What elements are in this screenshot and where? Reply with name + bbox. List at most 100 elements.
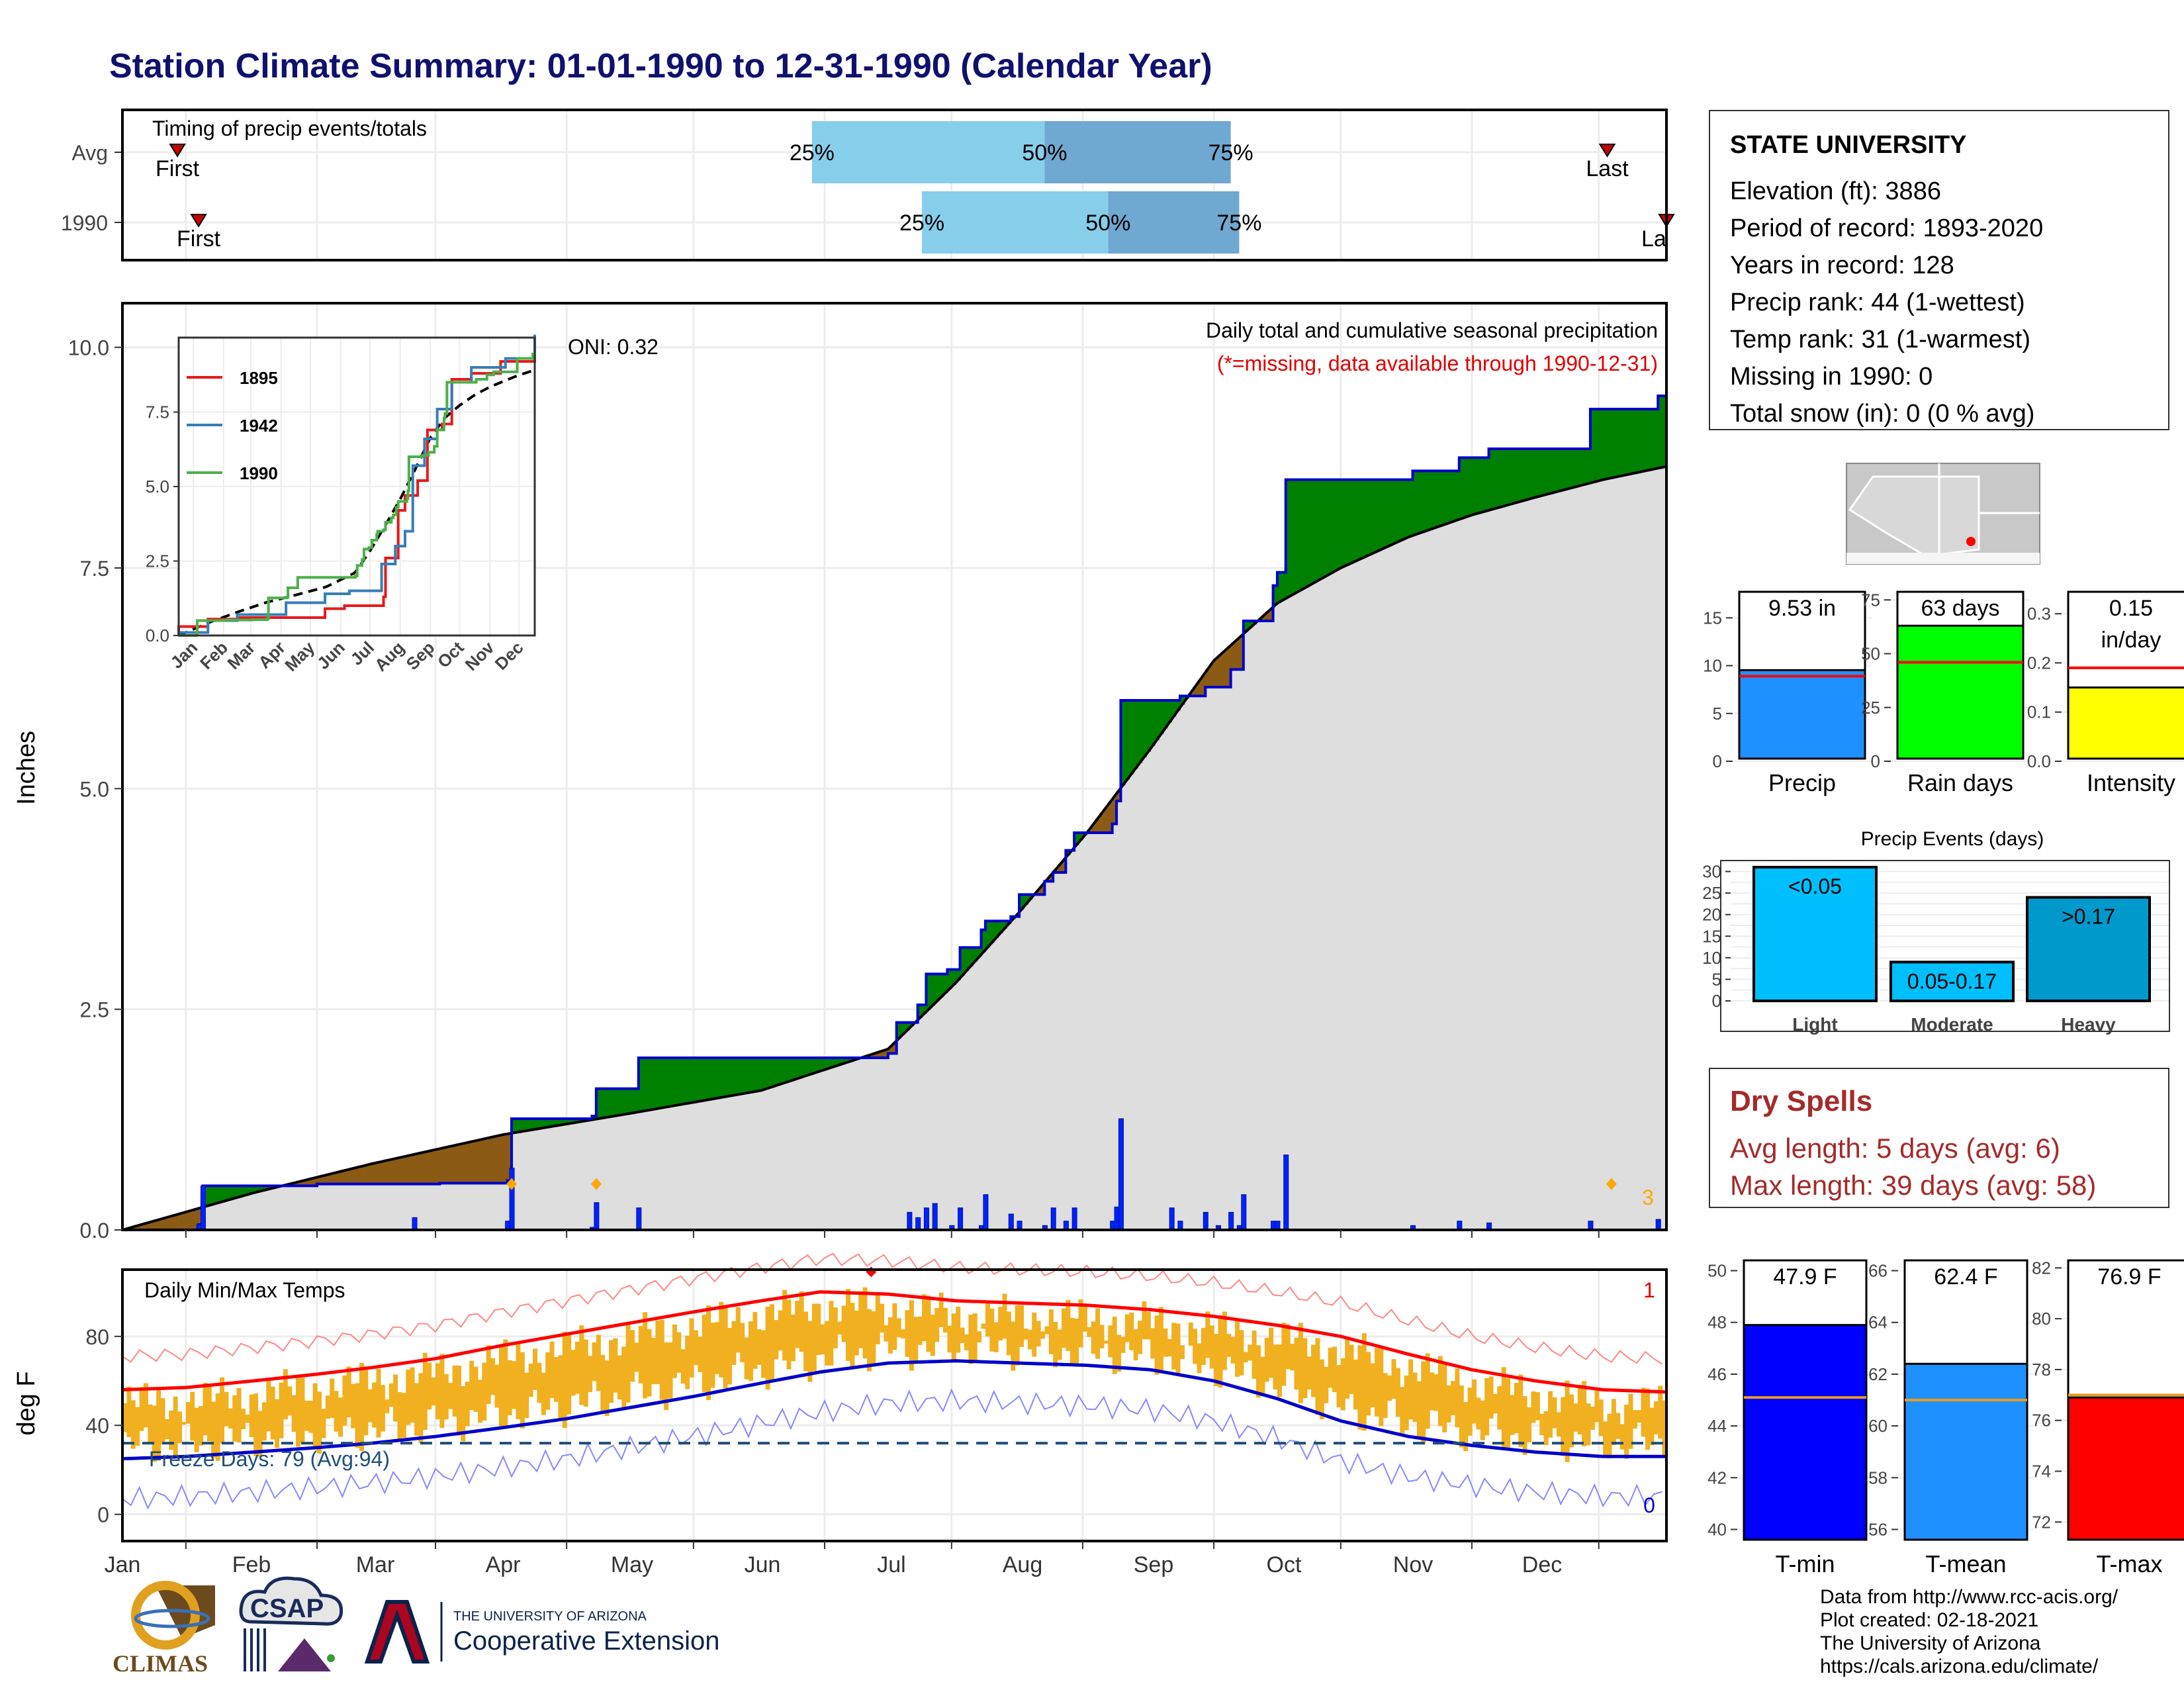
- wet-surplus-area: [1357, 479, 1363, 559]
- timing-label-75: 75%: [1216, 211, 1261, 236]
- y-tick-label: 80: [85, 1325, 109, 1349]
- daily-precip-bar: [1203, 1211, 1208, 1231]
- daily-temp-bar: [1594, 1390, 1600, 1423]
- daily-temp-bar: [892, 1303, 897, 1350]
- wet-surplus-area: [1590, 409, 1596, 483]
- dry-deficit-area: [431, 1150, 436, 1184]
- daily-temp-bar: [1087, 1327, 1092, 1337]
- wet-surplus-area: [1442, 471, 1447, 525]
- wet-surplus-area: [693, 1058, 699, 1102]
- daily-temp-bar: [169, 1410, 174, 1450]
- daily-precip-bar: [1008, 1213, 1014, 1231]
- daily-temp-bar: [372, 1382, 377, 1428]
- daily-temp-bar: [1243, 1352, 1248, 1363]
- wet-surplus-area: [1395, 479, 1401, 542]
- dry-deficit-area: [143, 1223, 149, 1230]
- wet-surplus-area: [567, 1119, 572, 1124]
- metric-title: T-mean: [1925, 1550, 2006, 1577]
- wet-surplus-area: [956, 969, 961, 981]
- daily-temp-bar: [1577, 1385, 1582, 1434]
- daily-temp-bar: [461, 1386, 466, 1442]
- daily-temp-bar: [1543, 1411, 1549, 1446]
- daily-temp-bar: [431, 1377, 436, 1406]
- daily-temp-bar: [756, 1329, 762, 1365]
- wet-surplus-area: [1556, 449, 1562, 492]
- timing-bar-50-75: [1044, 121, 1231, 183]
- wet-surplus-area: [786, 1058, 792, 1082]
- daily-temp-bar: [1179, 1345, 1185, 1359]
- daily-temp-bar: [533, 1348, 537, 1390]
- station-line: Precip rank: 44 (1-wettest): [1730, 289, 2025, 316]
- daily-temp-bar: [1421, 1361, 1426, 1444]
- daily-temp-bar: [549, 1341, 555, 1399]
- record-max-count: 1: [1643, 1278, 1655, 1302]
- daily-temp-bar: [1451, 1381, 1456, 1415]
- daily-temp-bar: [816, 1303, 821, 1355]
- metric-y-tick-label: 0: [1713, 751, 1722, 771]
- daily-precip-bar: [509, 1168, 515, 1231]
- daily-temp-bar: [342, 1375, 347, 1426]
- daily-temp-bar: [359, 1363, 364, 1452]
- wet-surplus-area: [215, 1186, 220, 1203]
- daily-temp-bar: [1471, 1379, 1477, 1424]
- wet-surplus-area: [951, 969, 956, 985]
- wet-surplus-area: [1455, 471, 1460, 520]
- event-bar-heavy: [2026, 896, 2151, 1003]
- metric-y-tick-label: 60: [1868, 1416, 1888, 1436]
- daily-temp-bar: [304, 1400, 309, 1431]
- wet-surplus-area: [1506, 449, 1511, 505]
- timing-bar-25-50: [811, 121, 1045, 183]
- daily-temp-bar: [727, 1327, 733, 1385]
- daily-temp-bar: [613, 1338, 618, 1393]
- daily-temp-bar: [913, 1317, 919, 1363]
- daily-temp-bar: [993, 1322, 999, 1352]
- daily-temp-bar: [422, 1352, 428, 1430]
- daily-temp-bar: [346, 1366, 351, 1417]
- daily-temp-bar: [1019, 1305, 1024, 1347]
- daily-temp-bar: [917, 1316, 923, 1345]
- wet-surplus-area: [1171, 700, 1177, 717]
- wet-surplus-area: [1078, 833, 1083, 841]
- wet-surplus-area: [993, 921, 999, 939]
- daily-temp-bar: [1201, 1328, 1206, 1366]
- precip-panel-frame: [121, 302, 1668, 1231]
- wet-surplus-area: [943, 974, 948, 994]
- x-tick-label-month: May: [611, 1552, 653, 1577]
- wet-surplus-area: [1569, 449, 1574, 489]
- wet-surplus-area: [668, 1058, 673, 1107]
- dry-spells-max: Max length: 39 days (avg: 58): [1730, 1170, 2097, 1201]
- dry-deficit-area: [1205, 669, 1210, 687]
- dry-deficit-area: [461, 1143, 466, 1184]
- daily-precip-bar: [915, 1217, 921, 1231]
- daily-temp-bar: [740, 1323, 745, 1362]
- event-bar-label: <0.05: [1788, 874, 1842, 898]
- daily-temp-bar: [190, 1391, 195, 1441]
- precip-panel-subtitle: (*=missing, data available through 1990-…: [1217, 352, 1658, 375]
- daily-temp-bar: [752, 1312, 758, 1369]
- last-event-label: Last: [1586, 156, 1629, 181]
- ua-big-text: Cooperative Extension: [453, 1626, 719, 1656]
- daily-temp-bar: [465, 1382, 470, 1427]
- daily-temp-bar: [862, 1287, 868, 1359]
- daily-temp-bar: [291, 1395, 296, 1432]
- daily-precip-bar: [923, 1207, 929, 1231]
- daily-temp-bar: [664, 1342, 669, 1411]
- daily-temp-bar: [410, 1367, 415, 1423]
- daily-temp-bar: [156, 1389, 161, 1460]
- daily-temp-bar: [748, 1321, 753, 1382]
- map-mexico: [1846, 553, 2040, 564]
- dry-deficit-area: [308, 1178, 314, 1186]
- timing-label-50: 50%: [1022, 140, 1067, 165]
- dry-deficit-area: [1264, 612, 1269, 621]
- daily-temp-bar: [1353, 1359, 1358, 1410]
- dry-deficit-area: [1209, 663, 1214, 687]
- daily-temp-bar: [1032, 1312, 1037, 1357]
- inset-legend-label: 1990: [240, 463, 278, 483]
- daily-temp-bar: [1340, 1358, 1345, 1411]
- daily-temp-bar: [909, 1300, 914, 1371]
- daily-temp-bar: [1277, 1344, 1282, 1397]
- daily-temp-bar: [537, 1362, 542, 1403]
- daily-temp-bar: [1383, 1373, 1388, 1419]
- wet-surplus-area: [702, 1058, 707, 1101]
- daily-temp-bar: [1251, 1330, 1257, 1379]
